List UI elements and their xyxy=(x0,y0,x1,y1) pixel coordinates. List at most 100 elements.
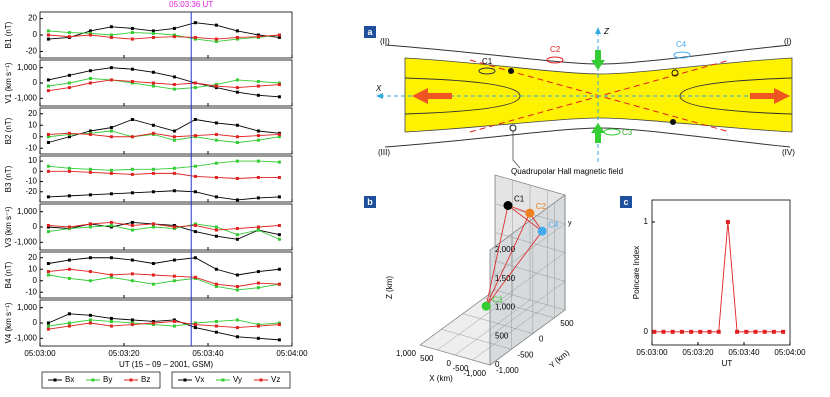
data-point xyxy=(88,129,92,133)
grid-line xyxy=(494,261,566,282)
x-tick-label: -500 xyxy=(452,364,469,373)
hall-field-symbol xyxy=(509,124,517,132)
grid-line xyxy=(494,232,566,253)
x-tick-label: 1,000 xyxy=(396,349,417,358)
spacecraft-point xyxy=(503,201,513,210)
axis-label: Z xyxy=(603,27,610,36)
grid-line xyxy=(462,313,533,334)
legend-label: Vx xyxy=(195,375,204,384)
legend-label: Bz xyxy=(141,375,150,384)
x-tick-label: 05:04:00 xyxy=(774,348,806,357)
tetrahedron-edge xyxy=(485,205,509,307)
data-point xyxy=(46,33,50,37)
data-point xyxy=(193,86,197,90)
x-tick-label: 05:03:40 xyxy=(728,348,760,357)
series-line xyxy=(48,221,280,231)
data-point xyxy=(256,93,260,97)
data-point xyxy=(256,175,260,179)
data-point xyxy=(235,37,239,41)
grid-line xyxy=(437,294,513,351)
data-point xyxy=(67,194,71,198)
event-label: 05:03:36 UT xyxy=(169,0,213,9)
data-point xyxy=(67,225,71,229)
data-point xyxy=(193,81,197,85)
data-point xyxy=(193,321,197,325)
data-point xyxy=(256,281,260,285)
grid-line xyxy=(441,329,512,350)
data-point xyxy=(214,175,218,179)
data-point xyxy=(172,319,176,323)
data-point xyxy=(151,81,155,85)
data-point xyxy=(235,135,239,139)
panel-label-box xyxy=(364,196,376,208)
data-point xyxy=(130,279,134,283)
data-point xyxy=(762,329,767,334)
data-point xyxy=(151,29,155,33)
data-point xyxy=(151,319,155,323)
z-axis-label: Z (km) xyxy=(385,276,394,299)
y-tick-label: 500 xyxy=(560,319,574,328)
data-point xyxy=(151,35,155,39)
data-point xyxy=(698,329,703,334)
data-point xyxy=(88,256,92,260)
diagram-a: a (II) (I) (III) (IV) C1 C2 C3 C4 X Z xyxy=(364,26,795,176)
data-point xyxy=(67,324,71,328)
data-point xyxy=(109,192,113,196)
series-line xyxy=(48,79,280,92)
series-line xyxy=(48,30,280,43)
data-point xyxy=(214,285,218,288)
grid-line xyxy=(484,297,555,319)
data-point xyxy=(277,233,281,237)
data-point xyxy=(172,171,176,175)
legend-box xyxy=(41,371,161,389)
inflow-arrow xyxy=(591,123,605,143)
x-tick-label: -1,000 xyxy=(463,369,486,378)
spacecraft-icon xyxy=(478,67,496,75)
data-point xyxy=(151,123,155,127)
y-tick-label: 0 xyxy=(33,132,38,141)
data-point xyxy=(193,256,197,260)
data-point xyxy=(256,134,260,138)
data-point xyxy=(130,191,134,195)
data-point xyxy=(277,95,281,99)
data-point xyxy=(46,29,50,33)
z-tick-label: 0 xyxy=(495,360,500,369)
y-tick-label: 0 xyxy=(33,78,38,87)
data-point xyxy=(256,159,260,163)
data-point xyxy=(277,81,281,85)
data-point xyxy=(744,329,749,334)
data-point xyxy=(193,164,197,168)
panel-frame xyxy=(39,251,293,299)
data-point xyxy=(172,138,176,142)
data-point xyxy=(235,288,239,292)
data-point xyxy=(193,35,197,39)
data-point xyxy=(151,262,155,265)
inflow-arrow xyxy=(591,50,605,70)
spacecraft-point xyxy=(525,208,535,218)
data-point xyxy=(46,262,50,265)
data-point xyxy=(172,26,176,30)
data-point xyxy=(130,228,134,232)
spacecraft-point xyxy=(481,301,491,311)
data-point xyxy=(88,225,92,229)
data-point xyxy=(753,329,758,334)
y-tick-label: 0 xyxy=(644,327,649,336)
data-point xyxy=(214,228,218,232)
data-point xyxy=(46,270,50,274)
data-point xyxy=(109,225,113,229)
data-point xyxy=(256,196,260,200)
data-point xyxy=(151,225,155,229)
spacecraft-label: C1 xyxy=(514,195,525,204)
data-point xyxy=(172,324,176,328)
y-tick-label: 1,000 xyxy=(17,303,38,312)
legend-swatch xyxy=(259,378,263,382)
data-point xyxy=(707,329,712,334)
y-tick-label: -1,000 xyxy=(496,366,519,375)
data-point xyxy=(88,279,92,283)
data-point xyxy=(130,321,134,325)
data-point xyxy=(235,90,239,94)
panel-frame xyxy=(39,59,293,107)
data-point xyxy=(67,267,71,271)
series-line xyxy=(48,77,280,90)
data-point xyxy=(109,33,113,37)
